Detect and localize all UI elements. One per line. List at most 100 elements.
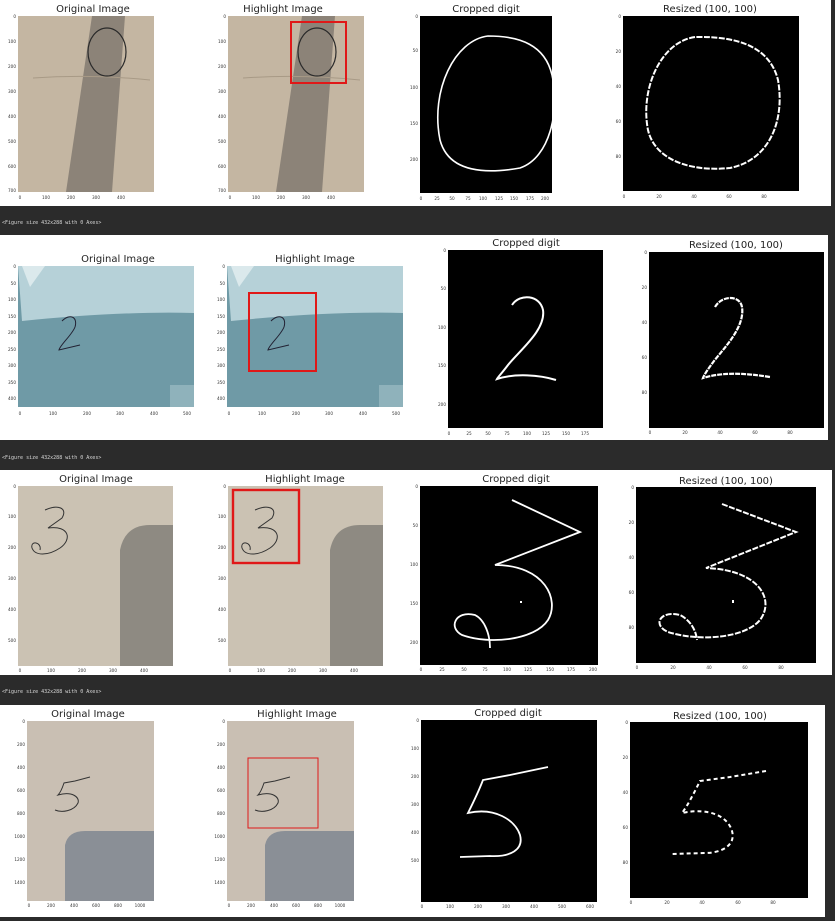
y-tick-label: 1200: [214, 857, 225, 862]
x-tick-label: 80: [787, 430, 793, 435]
y-tick-label: 50: [441, 286, 447, 291]
y-tick-label: 100: [410, 562, 418, 567]
x-tick-label: 500: [558, 904, 566, 909]
y-tick-label: 100: [411, 746, 419, 751]
y-tick-label: 200: [410, 640, 418, 645]
y-tick-label: 60: [629, 590, 635, 595]
x-tick-label: 400: [140, 668, 148, 673]
x-tick-label: 40: [691, 194, 697, 199]
resized-noise-dot: [732, 600, 734, 603]
y-tick-label: 200: [8, 330, 16, 335]
y-tick-label: 1000: [14, 834, 25, 839]
cropped-image: [420, 486, 598, 665]
x-tick-label: 75: [504, 431, 510, 436]
photo-shadow: [66, 16, 125, 192]
y-tick-label: 500: [218, 139, 226, 144]
photo-corner: [379, 385, 403, 407]
y-tick-label: 400: [218, 607, 226, 612]
photo-shadow: [120, 525, 173, 666]
x-tick-label: 800: [314, 903, 322, 908]
y-tick-label: 250: [217, 347, 225, 352]
y-tick-label: 100: [410, 85, 418, 90]
y-tick-label: 60: [642, 355, 648, 360]
panel-title: Resized (100, 100): [663, 4, 757, 15]
y-tick-label: 0: [222, 264, 225, 269]
y-tick-label: 200: [218, 64, 226, 69]
resized-digit-stroke: [671, 770, 767, 855]
figure-caption: <Figure size 432x288 with 0 Axes>: [2, 455, 102, 461]
y-tick-label: 200: [410, 157, 418, 162]
x-tick-label: 125: [495, 196, 503, 201]
x-tick-label: 25: [439, 667, 445, 672]
x-tick-label: 400: [270, 903, 278, 908]
resized-image: [623, 16, 799, 191]
y-tick-label: 0: [618, 14, 621, 19]
cropped-image: [420, 16, 552, 193]
y-tick-label: 100: [217, 297, 225, 302]
x-tick-label: 150: [546, 667, 554, 672]
y-tick-label: 500: [411, 858, 419, 863]
x-tick-label: 200: [474, 904, 482, 909]
x-tick-label: 20: [656, 194, 662, 199]
resized-digit-stroke: [645, 35, 781, 170]
x-tick-label: 0: [448, 431, 451, 436]
x-tick-label: 100: [479, 196, 487, 201]
y-tick-label: 400: [217, 765, 225, 770]
x-tick-label: 0: [229, 195, 232, 200]
y-tick-label: 0: [625, 720, 628, 725]
y-tick-label: 0: [644, 250, 647, 255]
x-tick-label: 300: [109, 668, 117, 673]
photo-paper-corner: [22, 266, 45, 287]
y-tick-label: 40: [616, 84, 622, 89]
y-tick-label: 400: [8, 396, 16, 401]
x-tick-label: 175: [567, 667, 575, 672]
x-tick-label: 400: [70, 903, 78, 908]
photo-sticky-note: [18, 266, 194, 321]
x-tick-label: 200: [47, 903, 55, 908]
x-tick-label: 0: [19, 668, 22, 673]
y-tick-label: 600: [17, 788, 25, 793]
handwritten-digit: [241, 506, 278, 555]
x-tick-label: 0: [630, 900, 633, 905]
y-tick-label: 300: [8, 576, 16, 581]
panel-title: Resized (100, 100): [679, 476, 773, 487]
y-tick-label: 300: [218, 576, 226, 581]
x-tick-label: 300: [325, 411, 333, 416]
photo-shadow: [330, 525, 383, 666]
highlight-box: [290, 21, 347, 84]
x-tick-label: 300: [502, 904, 510, 909]
y-tick-label: 0: [223, 484, 226, 489]
y-tick-label: 150: [438, 363, 446, 368]
handwritten-digit: [267, 316, 290, 351]
figure-row-4: Original Image 0 200 400 600 800 1000 12…: [0, 705, 825, 917]
x-tick-label: 25: [434, 196, 440, 201]
y-tick-label: 80: [616, 154, 622, 159]
panel-title: Original Image: [56, 4, 130, 15]
x-tick-label: 500: [392, 411, 400, 416]
y-tick-label: 0: [415, 484, 418, 489]
y-tick-label: 50: [413, 523, 419, 528]
x-tick-label: 50: [461, 667, 467, 672]
x-tick-label: 75: [465, 196, 471, 201]
y-tick-label: 400: [217, 396, 225, 401]
y-tick-label: 500: [8, 638, 16, 643]
x-tick-label: 300: [319, 668, 327, 673]
x-tick-label: 0: [623, 194, 626, 199]
x-tick-label: 60: [752, 430, 758, 435]
x-tick-label: 400: [327, 195, 335, 200]
y-tick-label: 600: [218, 164, 226, 169]
y-tick-label: 700: [218, 188, 226, 193]
cropped-digit-stroke: [453, 499, 583, 649]
handwritten-digit: [254, 776, 291, 812]
x-tick-label: 60: [726, 194, 732, 199]
y-tick-label: 200: [438, 402, 446, 407]
x-tick-label: 0: [28, 903, 31, 908]
y-tick-label: 800: [217, 811, 225, 816]
panel-title: Original Image: [81, 254, 155, 265]
x-tick-label: 50: [485, 431, 491, 436]
x-tick-label: 50: [449, 196, 455, 201]
x-tick-label: 200: [589, 667, 597, 672]
figure-row-2-canvas: Original Image 0 50 100 150 200 250 300 …: [8, 238, 824, 436]
y-tick-label: 20: [616, 49, 622, 54]
y-tick-label: 200: [8, 545, 16, 550]
